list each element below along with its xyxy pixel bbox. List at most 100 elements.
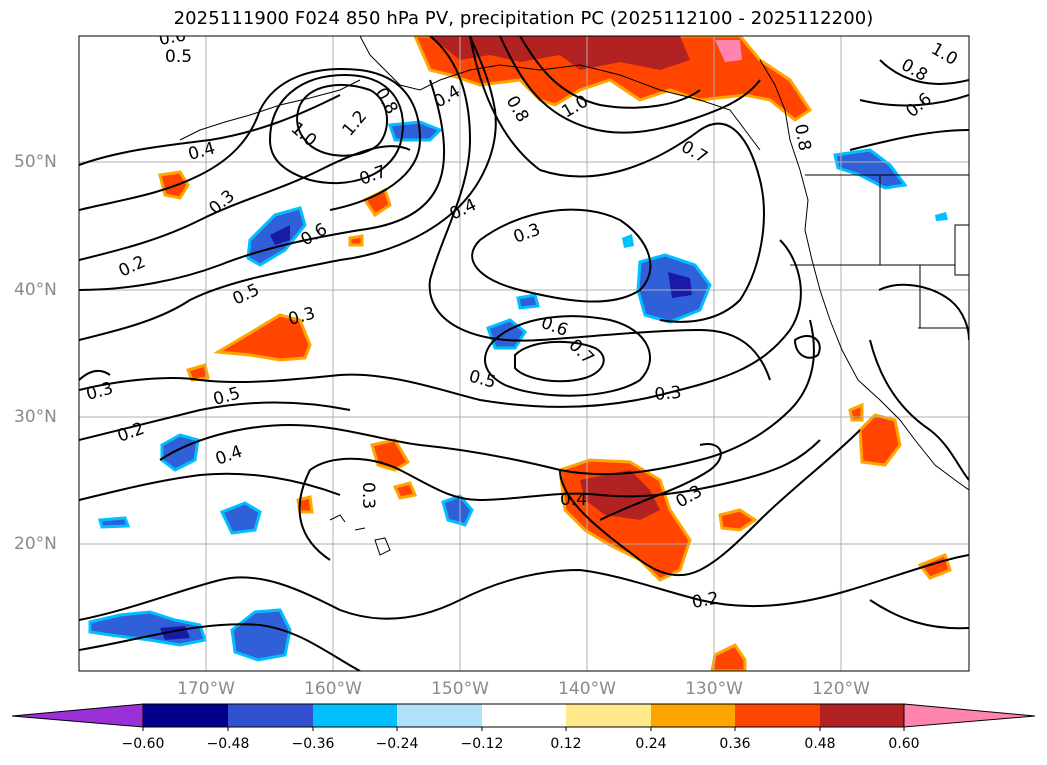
lat-label: 40°N bbox=[14, 280, 57, 300]
contour-label: 0.3 bbox=[286, 304, 317, 330]
pv-contour bbox=[79, 94, 341, 166]
pv-contour bbox=[869, 599, 969, 630]
colorbar-segment bbox=[566, 704, 651, 727]
colorbar-segment bbox=[820, 704, 904, 727]
colorbar bbox=[11, 703, 1036, 731]
pv-contour bbox=[79, 145, 411, 261]
contour-label: 0.2 bbox=[116, 252, 149, 282]
colorbar-segment bbox=[482, 704, 566, 727]
precip-blob bbox=[387, 120, 443, 142]
pv-contour bbox=[298, 439, 821, 561]
colorbar-extend-right bbox=[903, 703, 1036, 728]
colorbar-tick-label: 0.24 bbox=[635, 736, 667, 752]
colorbar-tick-label: 0.60 bbox=[888, 736, 920, 752]
colorbar-segment bbox=[143, 704, 228, 727]
contour-label: 0.6 bbox=[902, 89, 936, 122]
colorbar-segment bbox=[313, 704, 397, 727]
aleutian-islands bbox=[179, 79, 361, 141]
precip-blob bbox=[718, 508, 758, 532]
contour-label: 0.5 bbox=[230, 280, 263, 310]
lon-label: 170°W bbox=[177, 679, 235, 699]
colorbar-tick-label: −0.48 bbox=[206, 736, 250, 752]
lon-label: 120°W bbox=[812, 679, 870, 699]
contour-label: 0.3 bbox=[205, 186, 239, 219]
pv-contours bbox=[79, 36, 969, 671]
colorbar-tick-label: 0.48 bbox=[804, 736, 836, 752]
contour-label: 0.7 bbox=[357, 162, 389, 190]
colorbar-segment bbox=[397, 704, 482, 727]
precip-blob bbox=[392, 481, 418, 500]
precip-blob bbox=[348, 234, 364, 247]
pv-contour bbox=[428, 36, 771, 381]
pv-contour bbox=[514, 340, 605, 383]
pv-contour bbox=[269, 73, 404, 185]
hawaii-islands bbox=[329, 514, 391, 556]
pv-contour bbox=[879, 59, 969, 85]
pv-contour bbox=[793, 335, 821, 359]
precip-blob bbox=[935, 212, 948, 221]
contour-label: 0.4 bbox=[213, 442, 245, 470]
contour-label: 0.3 bbox=[654, 383, 683, 405]
plot-area: 0.6 0.5 0.4 0.3 0.2 0.5 1.0 1.2 0.8 0.4 … bbox=[79, 36, 969, 671]
pv-contour bbox=[79, 401, 351, 441]
colorbar-extend-left bbox=[11, 703, 144, 728]
contour-label: 0.3 bbox=[511, 220, 543, 248]
precip-blob bbox=[833, 148, 908, 190]
precip-blob bbox=[710, 643, 747, 671]
pv-contour bbox=[79, 239, 802, 408]
contour-label: 0.3 bbox=[358, 482, 378, 509]
precip-blob bbox=[668, 272, 692, 298]
precip-blob bbox=[715, 40, 742, 62]
precip-blob bbox=[158, 170, 190, 200]
lon-label: 150°W bbox=[431, 679, 489, 699]
colorbar-tick-label: −0.24 bbox=[375, 736, 419, 752]
contour-label: 0.2 bbox=[690, 589, 720, 613]
alaska-coastline bbox=[359, 36, 761, 151]
pv-contour bbox=[849, 129, 969, 151]
pv-contour bbox=[79, 36, 497, 341]
north-american-coastline bbox=[759, 59, 969, 491]
colorbar-tick-label: −0.60 bbox=[121, 736, 165, 752]
map-frame bbox=[78, 35, 970, 672]
pv-contour bbox=[519, 36, 701, 109]
colorbar-segment bbox=[651, 704, 735, 727]
precip-blob bbox=[213, 313, 312, 362]
contour-label: 0.5 bbox=[467, 367, 498, 393]
colorbar-tick-label: −0.12 bbox=[460, 736, 504, 752]
precip-blob bbox=[516, 293, 540, 310]
precip-negative-shading bbox=[88, 120, 948, 662]
colorbar-ticks bbox=[142, 727, 905, 731]
chart-title: 2025111900 F024 850 hPa PV, precipitatio… bbox=[173, 8, 874, 29]
lat-label: 20°N bbox=[14, 534, 57, 554]
colorbar-tick-label: 0.12 bbox=[550, 736, 582, 752]
lat-label: 50°N bbox=[14, 152, 57, 172]
precip-blob bbox=[185, 363, 210, 382]
precip-blob bbox=[858, 413, 902, 467]
pv-contour bbox=[79, 68, 422, 211]
contour-label: 0.4 bbox=[431, 81, 464, 112]
pv-contour bbox=[859, 94, 969, 107]
pv-contour bbox=[79, 369, 111, 381]
contour-label: 0.8 bbox=[371, 85, 402, 118]
precip-blob bbox=[230, 608, 292, 662]
contour-label: 0.5 bbox=[211, 384, 242, 410]
pv-contour bbox=[159, 319, 815, 476]
state-borders bbox=[790, 175, 969, 328]
precip-blob bbox=[160, 433, 200, 472]
pv-contour bbox=[79, 623, 361, 671]
precip-blob bbox=[622, 234, 634, 248]
contour-label: 1.0 bbox=[928, 39, 961, 70]
colorbar-frame bbox=[142, 703, 905, 728]
precip-blob bbox=[848, 402, 864, 422]
pv-contour bbox=[869, 339, 969, 481]
pv-contour bbox=[471, 208, 652, 303]
colorbar-segment bbox=[735, 704, 820, 727]
pv-contour bbox=[878, 283, 969, 341]
colorbar-tick-label: 0.36 bbox=[719, 736, 751, 752]
precip-positive-shading bbox=[158, 36, 952, 671]
pv-contour bbox=[79, 554, 969, 621]
pv-contour bbox=[559, 429, 861, 577]
pv-contour bbox=[484, 315, 651, 397]
lat-label: 30°N bbox=[14, 407, 57, 427]
